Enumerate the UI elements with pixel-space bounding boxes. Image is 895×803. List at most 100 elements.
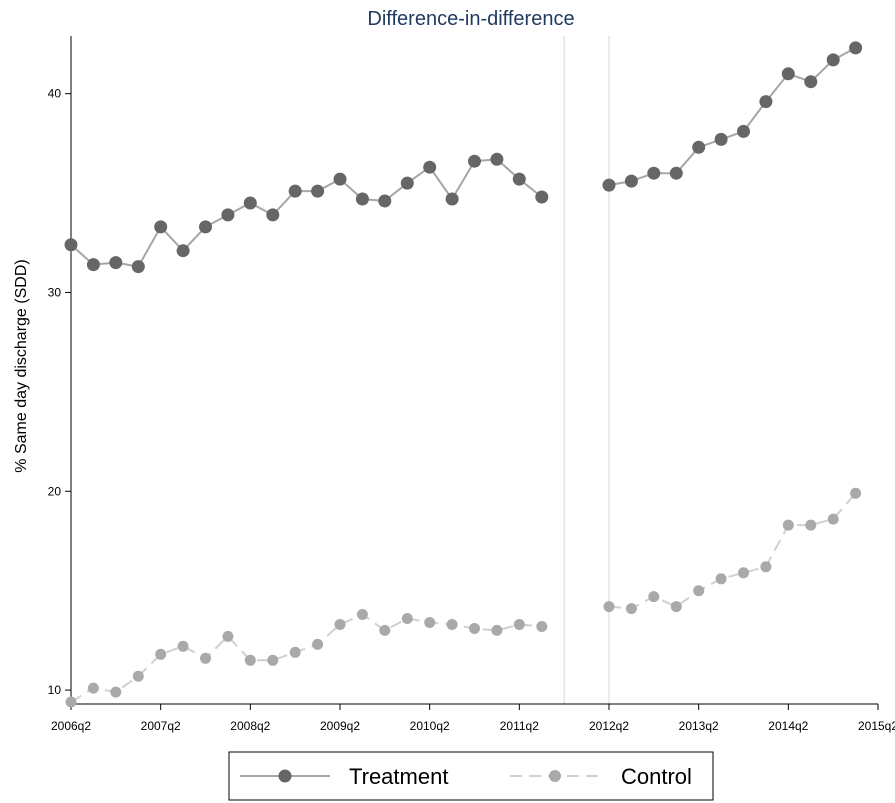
control-point — [738, 567, 749, 579]
treatment-point — [199, 220, 212, 234]
control-point — [401, 613, 413, 624]
treatment-point — [355, 192, 369, 206]
x-tick-label: 2008q2 — [230, 719, 270, 733]
control-point — [200, 652, 211, 664]
control-point — [379, 624, 391, 636]
treatment-point — [64, 238, 78, 252]
treatment-point — [468, 154, 481, 168]
treatment-point — [445, 192, 459, 206]
control-point — [446, 619, 458, 630]
y-axis-label: % Same day discharge (SDD) — [13, 259, 30, 472]
treatment-point — [849, 41, 863, 55]
x-tick-label: 2006q2 — [51, 719, 91, 733]
y-tick-label: 30 — [48, 285, 62, 299]
legend-control-label: Control — [621, 764, 692, 789]
control-point — [132, 670, 144, 682]
y-tick-label: 10 — [48, 683, 62, 697]
x-tick-label: 2011q2 — [500, 719, 539, 733]
treatment-point — [759, 95, 773, 109]
treatment-point — [109, 256, 123, 270]
control-point — [693, 585, 705, 597]
x-tick-label: 2015q2 — [858, 719, 895, 733]
legend-treatment-marker — [278, 769, 292, 783]
control-point — [334, 619, 346, 630]
treatment-point — [378, 194, 392, 208]
control-point — [805, 519, 817, 531]
control-point — [469, 623, 480, 634]
control-point — [782, 519, 794, 531]
treatment-point — [826, 53, 840, 67]
x-tick-label: 2013q2 — [679, 719, 719, 733]
control-point — [715, 573, 727, 585]
treatment-point — [781, 67, 795, 81]
series-layer — [64, 41, 863, 708]
series-treatment — [64, 41, 863, 274]
control-point — [222, 630, 234, 642]
treatment-point — [804, 75, 818, 89]
x-tick-label: 2010q2 — [410, 719, 450, 733]
treatment-line-segment — [70, 158, 543, 268]
legend-item-treatment: Treatment — [240, 764, 448, 789]
treatment-point — [423, 160, 437, 174]
treatment-point — [669, 166, 683, 180]
treatment-point — [131, 260, 145, 274]
legend-treatment-label: Treatment — [349, 764, 448, 789]
control-point — [625, 603, 637, 615]
treatment-point — [647, 166, 661, 180]
x-tick-label: 2007q2 — [141, 719, 181, 733]
axes: 10 20 30 40 2006q2 2007q2 2008q2 2009q2 2010q2 20… — [48, 36, 895, 733]
control-point — [155, 648, 167, 660]
control-point — [760, 561, 772, 573]
control-point — [491, 624, 503, 636]
control-point — [424, 617, 436, 628]
control-point — [356, 609, 368, 620]
control-point — [110, 686, 122, 698]
treatment-point — [266, 208, 280, 222]
control-point — [65, 696, 77, 708]
treatment-point — [221, 208, 235, 222]
control-point — [312, 638, 324, 650]
control-point — [289, 646, 301, 658]
treatment-point — [400, 176, 414, 190]
x-tick-label: 2014q2 — [768, 719, 808, 733]
reference-lines — [563, 36, 610, 704]
legend-box — [228, 751, 714, 801]
y-tick-label: 20 — [48, 484, 62, 498]
treatment-point — [692, 140, 706, 154]
treatment-point — [737, 124, 750, 138]
control-point — [177, 640, 189, 652]
series-control — [65, 487, 862, 708]
treatment-point — [333, 172, 347, 186]
legend-item-control: Control — [510, 764, 692, 789]
x-tick-label: 2009q2 — [320, 719, 360, 733]
control-point — [267, 654, 279, 666]
control-point — [87, 682, 99, 694]
control-point — [536, 621, 548, 632]
x-tick-label: 2012q2 — [589, 719, 629, 733]
treatment-point — [288, 184, 302, 198]
legend: Treatment Control — [228, 751, 714, 801]
control-point — [850, 487, 862, 499]
chart-title: Difference-in-difference — [367, 8, 574, 30]
treatment-point — [512, 172, 526, 186]
control-point — [670, 601, 682, 613]
treatment-point — [714, 132, 728, 146]
treatment-point — [243, 196, 257, 210]
treatment-point — [535, 190, 549, 204]
treatment-point — [176, 244, 190, 258]
treatment-point — [154, 220, 168, 234]
y-tick-label: 40 — [48, 87, 62, 101]
control-point — [648, 591, 660, 603]
legend-control-marker — [549, 770, 561, 782]
treatment-point — [490, 152, 504, 166]
treatment-point — [311, 184, 325, 198]
treatment-point — [624, 174, 638, 188]
treatment-point — [602, 178, 616, 192]
control-point — [827, 513, 839, 525]
control-point — [603, 601, 615, 613]
control-point — [244, 654, 256, 666]
treatment-point — [86, 258, 100, 272]
control-point — [513, 619, 525, 630]
